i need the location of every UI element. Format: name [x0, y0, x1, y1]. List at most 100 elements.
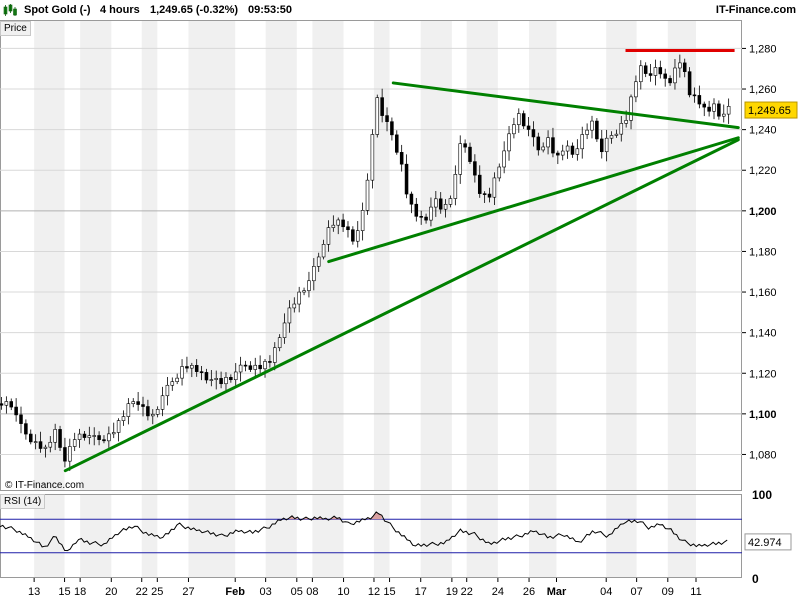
candle-body	[487, 193, 492, 198]
candle-body	[419, 216, 423, 218]
candle-body	[107, 433, 111, 442]
candle-body	[277, 337, 282, 349]
candlestick	[24, 419, 28, 440]
candlestick	[570, 142, 575, 158]
candlestick	[316, 252, 321, 272]
candle-body	[0, 403, 4, 406]
rsi-overbought-area	[314, 516, 326, 520]
candlestick	[214, 370, 218, 390]
candlestick	[58, 425, 62, 451]
price-tick-label: 1,180	[749, 246, 777, 258]
candle-body	[619, 123, 624, 135]
candle-body	[194, 365, 199, 372]
candle-body	[33, 441, 38, 443]
candle-body	[595, 120, 599, 140]
candle-body	[429, 206, 433, 221]
rsi-last-value-label: 42.974	[748, 537, 782, 549]
x-tick-label: 09	[662, 586, 674, 598]
candlestick	[614, 129, 619, 138]
trendline[interactable]	[327, 136, 740, 264]
candle-body	[687, 71, 692, 96]
candlestick	[48, 436, 53, 453]
candlestick-icon[interactable]	[3, 3, 17, 17]
candle-body	[19, 414, 23, 424]
candlestick	[726, 98, 731, 124]
candlestick	[682, 58, 687, 78]
rsi-panel-label: RSI (14)	[0, 494, 46, 509]
candlestick	[258, 355, 262, 374]
day-stripe	[188, 20, 236, 491]
candlestick	[141, 396, 145, 417]
candlestick	[136, 392, 140, 411]
day-stripe	[420, 494, 452, 578]
candle-body	[458, 143, 462, 175]
trendline[interactable]	[63, 138, 740, 473]
time-period[interactable]: 4 hours	[100, 4, 140, 16]
candle-body	[517, 113, 521, 125]
candle-body	[609, 135, 614, 139]
candle-body	[238, 364, 243, 373]
candle-body	[336, 219, 340, 226]
rsi-line[interactable]	[0, 511, 728, 552]
x-tick-label: 08	[306, 586, 318, 598]
candle-body	[580, 134, 585, 150]
candle-body	[629, 96, 633, 121]
candle-body	[365, 179, 370, 211]
candle-body	[414, 203, 419, 217]
candle-body	[72, 439, 77, 447]
candlestick	[346, 221, 350, 238]
candlestick	[14, 398, 18, 422]
day-stripe	[667, 20, 696, 491]
x-tick-label: 15	[58, 586, 70, 598]
candlestick	[282, 313, 287, 344]
candle-body	[160, 395, 165, 410]
candle-body	[180, 366, 184, 379]
candle-body	[131, 401, 136, 405]
candlestick	[204, 368, 209, 384]
rsi-overbought-area	[303, 517, 309, 520]
candle-body	[624, 120, 628, 124]
x-tick-label: 15	[383, 586, 395, 598]
x-tick-label: 07	[631, 586, 643, 598]
candle-body	[443, 204, 448, 210]
price-tick-label: 1,120	[749, 368, 777, 380]
x-tick-label: 19	[446, 586, 458, 598]
x-tick-label: 03	[260, 586, 272, 598]
candlestick	[102, 435, 106, 444]
candlestick	[697, 85, 702, 109]
candlestick	[404, 154, 409, 199]
candlestick	[619, 115, 624, 142]
candle-body	[702, 103, 707, 108]
candlestick	[9, 398, 14, 411]
candlestick	[111, 422, 116, 439]
trendline[interactable]	[391, 81, 740, 130]
candlestick	[165, 376, 170, 406]
candlestick	[395, 130, 399, 155]
candlestick	[160, 386, 165, 417]
candle-body	[473, 161, 477, 176]
candle-body	[634, 81, 638, 98]
candlestick	[248, 361, 253, 372]
candle-body	[243, 364, 248, 367]
candlestick	[33, 434, 38, 450]
candlestick	[590, 115, 594, 139]
candle-body	[268, 361, 272, 363]
candle-body	[273, 347, 277, 363]
price-tick-label: 1,280	[749, 43, 777, 55]
candle-body	[434, 198, 438, 208]
candlestick	[556, 150, 560, 165]
candlestick	[375, 94, 380, 138]
candlestick	[238, 356, 243, 382]
candle-body	[531, 129, 536, 138]
candle-body	[24, 423, 28, 435]
candlestick	[497, 163, 502, 182]
x-tick-label: 11	[690, 586, 701, 598]
x-tick-label: 18	[74, 586, 86, 598]
candle-body	[282, 322, 287, 338]
brand-name: IT-Finance.com	[715, 4, 796, 16]
candle-body	[351, 229, 355, 242]
candle-body	[97, 435, 101, 440]
candle-body	[492, 177, 497, 198]
